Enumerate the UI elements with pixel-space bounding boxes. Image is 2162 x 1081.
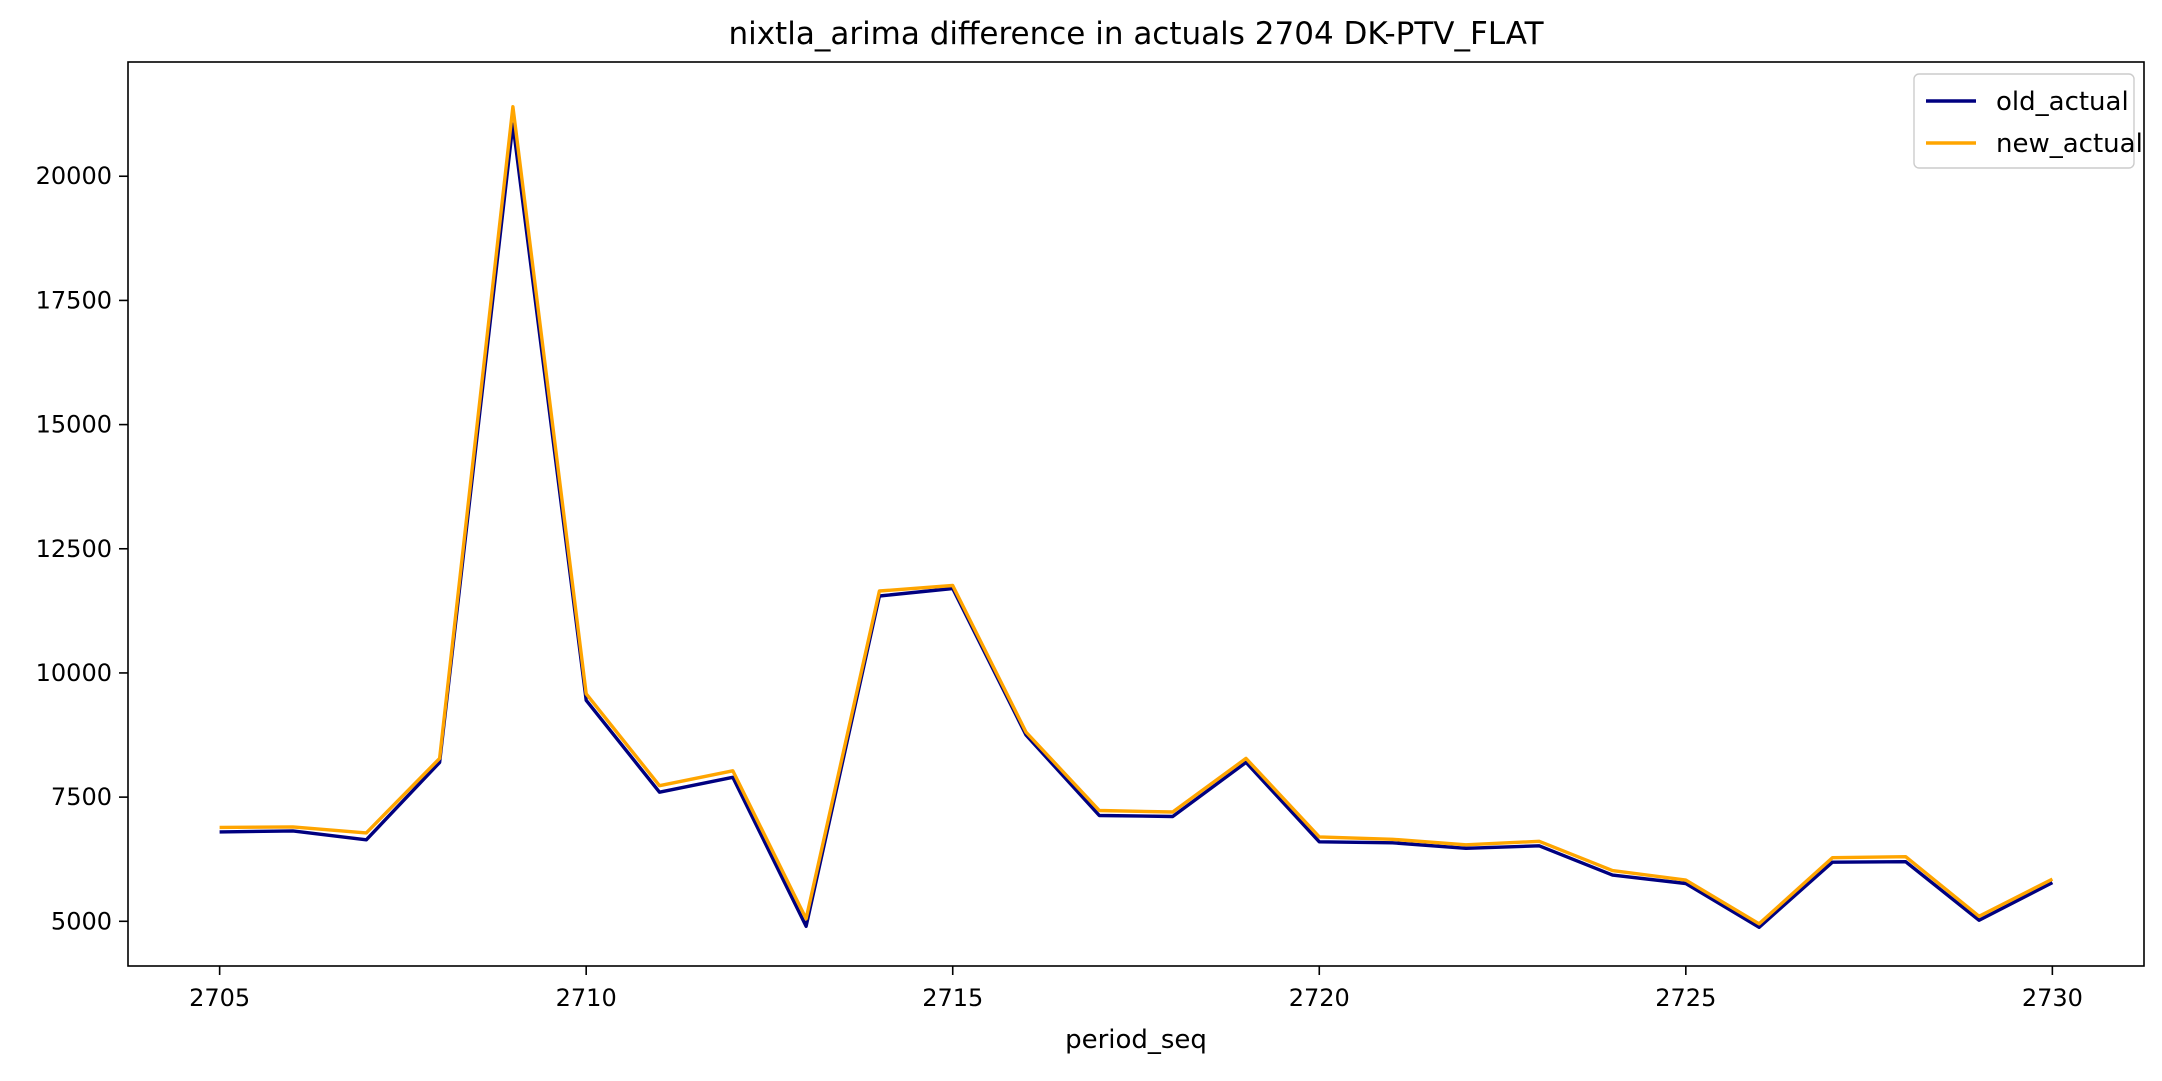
y-tick-label: 20000: [36, 162, 112, 190]
y-tick-label: 12500: [36, 535, 112, 563]
x-tick-label: 2725: [1655, 984, 1716, 1012]
series-line-old_actual: [219, 122, 2054, 929]
legend-label-new_actual: new_actual: [1996, 129, 2143, 159]
x-tick-label: 2705: [189, 984, 250, 1012]
x-axis: 2705 2710 2715 2720 2725 2730: [189, 966, 2083, 1012]
legend-label-old_actual: old_actual: [1996, 87, 2129, 117]
legend: old_actual new_actual: [1913, 73, 2143, 169]
x-tick-label: 2710: [556, 984, 617, 1012]
x-tick-label: 2730: [2022, 984, 2083, 1012]
y-tick-label: 7500: [51, 783, 112, 811]
y-axis: 5000 7500 10000 12500 15000 17500 20000: [36, 162, 128, 935]
x-tick-label: 2715: [922, 984, 983, 1012]
y-tick-label: 5000: [51, 907, 112, 935]
plot-frame: [127, 61, 2145, 967]
series-line-new_actual: [219, 104, 2054, 926]
chart-title: nixtla_arima difference in actuals 2704 …: [728, 16, 1544, 52]
x-tick-label: 2720: [1289, 984, 1350, 1012]
plot-marks: [219, 104, 2054, 929]
y-tick-label: 15000: [36, 411, 112, 439]
y-tick-label: 17500: [36, 286, 112, 314]
x-axis-title: period_seq: [1065, 1025, 1207, 1055]
y-tick-label: 10000: [36, 659, 112, 687]
